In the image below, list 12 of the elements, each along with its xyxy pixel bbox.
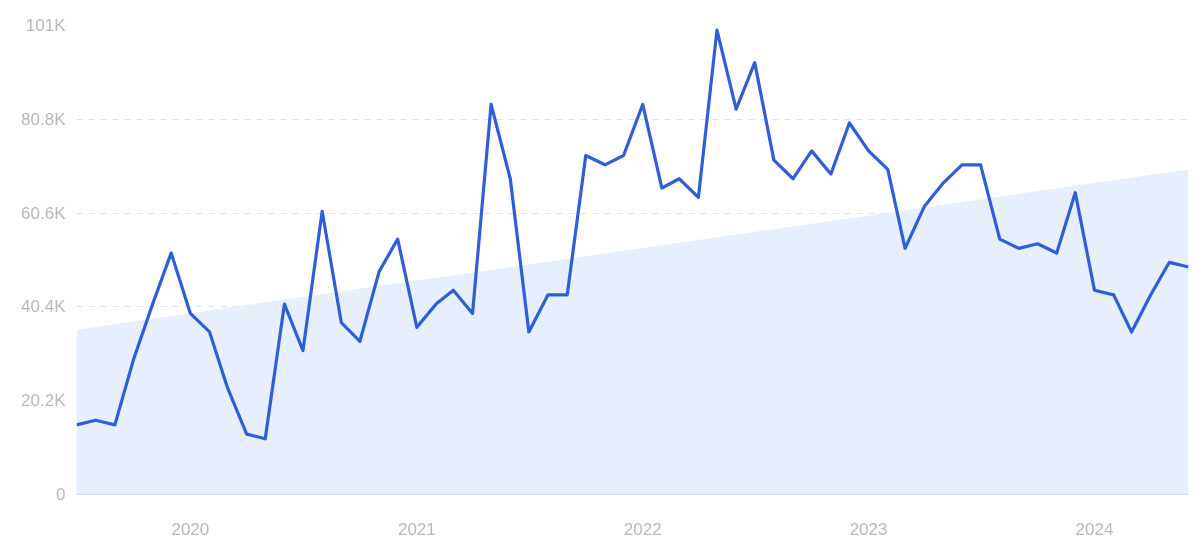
x-tick-label: 2022	[623, 519, 662, 539]
y-tick-label: 40.4K	[21, 297, 67, 317]
y-tick-label: 80.8K	[21, 109, 67, 129]
y-tick-label: 101K	[25, 16, 67, 35]
line-series	[76, 28, 1189, 441]
y-tick-label: 60.6K	[21, 203, 67, 223]
x-tick-label: 2021	[397, 519, 436, 539]
x-tick-label: 2024	[1075, 519, 1114, 539]
x-tick-label: 2023	[849, 519, 888, 539]
x-tick-label: 2020	[171, 519, 210, 539]
y-tick-label: 0	[56, 485, 66, 504]
y-tick-label: 20.2K	[21, 391, 67, 411]
